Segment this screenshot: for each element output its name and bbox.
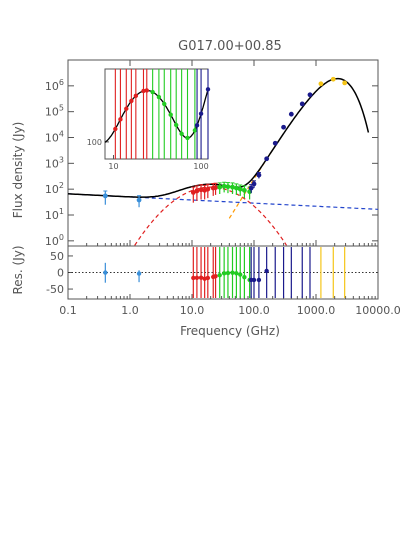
x-tick-label: 10000.0 (355, 304, 401, 317)
residual-point (230, 270, 235, 275)
data-point (225, 184, 231, 190)
inset-frame (104, 68, 209, 160)
residual-point (234, 271, 239, 276)
x-tick-label: 1000.0 (297, 304, 336, 317)
data-point (307, 92, 313, 98)
data-point (318, 81, 324, 87)
y-tick-label: 100 (45, 233, 64, 248)
y-tick-label: 101 (45, 207, 64, 222)
inset-data-point (144, 88, 149, 93)
data-point (272, 140, 278, 146)
data-point (248, 185, 254, 191)
inset-data-point (150, 89, 155, 95)
total-model-curve (67, 77, 370, 198)
x-tick-label: 10.0 (180, 304, 205, 317)
res-y-tick-label: 50 (50, 250, 64, 263)
residual-point (103, 270, 108, 275)
inset-data-point (205, 87, 211, 92)
x-tick-label: 100.0 (238, 304, 270, 317)
y-tick-label: 105 (45, 104, 64, 119)
y-axis-label-bottom: Res. (Jy) (11, 245, 25, 294)
data-point (288, 111, 294, 117)
residual-point (217, 272, 222, 278)
data-point (251, 181, 257, 187)
data-point (230, 184, 235, 190)
res-y-tick-label: 0 (57, 267, 64, 280)
y-tick-label: 106 (45, 78, 64, 93)
residual-point (251, 277, 257, 283)
data-point (264, 156, 270, 162)
data-point (241, 187, 247, 193)
inset-data-point (173, 122, 179, 128)
residual-point (221, 271, 227, 276)
res-y-tick-label: -50 (46, 283, 64, 296)
y-tick-label: 104 (45, 130, 64, 145)
inset-data-point (185, 135, 190, 141)
freefree-model-curve (134, 186, 287, 246)
y-axis-label-top: Flux density (Jy) (11, 122, 25, 219)
residual-point (242, 274, 247, 280)
inset-model-curve (104, 89, 209, 143)
inset-data-point (162, 101, 167, 107)
data-point (330, 76, 336, 82)
inset-data-point (194, 123, 200, 128)
residual-point (205, 275, 211, 281)
inset-data-point (179, 131, 184, 137)
data-point (256, 172, 262, 178)
inset-data-point (168, 112, 173, 117)
x-axis-label: Frequency (GHz) (180, 324, 280, 338)
residual-point (213, 274, 218, 279)
y-tick-label: 103 (45, 155, 64, 170)
data-point (237, 186, 243, 192)
inset-x-tick-label: 100 (193, 162, 208, 171)
residual-point (136, 271, 142, 276)
x-tick-label: 1.0 (121, 304, 139, 317)
data-point (299, 101, 305, 107)
residual-point (264, 268, 269, 274)
inset-data-point (113, 126, 118, 132)
data-point (342, 80, 348, 86)
inset-data-point (118, 117, 123, 122)
inset-data-point (141, 88, 146, 94)
inset-y-tick-label: 100 (87, 138, 102, 147)
x-tick-label: 0.1 (59, 304, 77, 317)
residual-point (225, 270, 231, 276)
inset-data-point (133, 93, 139, 99)
data-point (281, 124, 286, 130)
data-point (198, 187, 204, 193)
data-point (213, 185, 218, 190)
data-point (190, 189, 196, 195)
residual-point (256, 277, 262, 283)
inset-data-point (129, 98, 134, 104)
inset-x-tick-label: 10 (108, 162, 118, 171)
residual-point (198, 275, 204, 280)
inset-data-point (156, 94, 162, 100)
data-point (205, 186, 211, 192)
data-point (233, 185, 239, 191)
inset-data-point (198, 111, 204, 116)
data-point (221, 183, 227, 189)
data-point (217, 184, 223, 190)
data-point (136, 197, 142, 203)
data-point (102, 193, 108, 199)
residual-point (194, 275, 200, 281)
residual-point (238, 272, 243, 277)
inset-data-point (124, 106, 129, 111)
inset-data-point (192, 128, 198, 133)
data-point (194, 188, 200, 194)
y-tick-label: 102 (45, 181, 64, 196)
chart-title: G017.00+00.85 (178, 39, 282, 54)
residual-point (191, 275, 196, 281)
